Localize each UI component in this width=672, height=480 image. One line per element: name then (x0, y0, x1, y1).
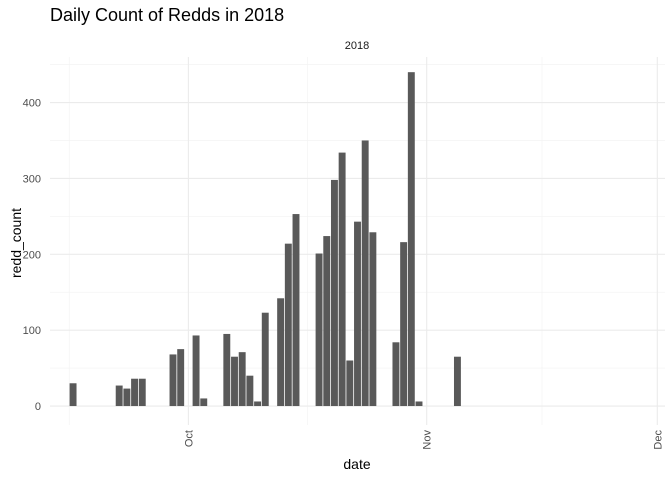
bar (407, 72, 415, 407)
facet-strip-label: 2018 (345, 40, 369, 52)
bar (392, 342, 400, 407)
bar (177, 349, 185, 407)
y-tick-label: 0 (35, 401, 41, 413)
bar (261, 312, 269, 407)
bar (131, 378, 139, 407)
bar (238, 352, 246, 407)
bar (277, 298, 285, 407)
bar (330, 179, 338, 407)
y-tick-label: 200 (23, 249, 41, 261)
bars-group (69, 72, 461, 407)
bar (338, 152, 346, 407)
y-axis-title: redd_count (8, 208, 24, 278)
bar (400, 242, 408, 407)
x-axis-title: date (343, 456, 370, 472)
bar (284, 243, 292, 407)
x-tick-label: Nov (422, 430, 434, 450)
bar (246, 375, 254, 407)
bar (223, 333, 231, 407)
bar (323, 236, 331, 407)
bar (231, 356, 238, 407)
x-axis-ticks: Oct Nov Dec (183, 430, 664, 450)
bar (69, 383, 77, 407)
bar (354, 221, 361, 407)
bar (369, 232, 377, 407)
y-tick-label: 100 (23, 325, 41, 337)
y-tick-label: 400 (23, 98, 41, 110)
bar (346, 360, 354, 407)
bar (138, 378, 146, 407)
y-tick-label: 300 (23, 173, 41, 185)
x-tick-label: Dec (652, 430, 664, 450)
bar (192, 335, 200, 407)
bar (115, 385, 123, 407)
bar (315, 253, 323, 407)
bar (123, 388, 131, 407)
bar (254, 401, 262, 407)
bar (415, 401, 423, 407)
bar (292, 214, 300, 407)
bar (361, 140, 369, 407)
x-tick-label: Oct (183, 430, 195, 447)
bar (453, 356, 461, 407)
bar (169, 354, 177, 407)
chart-title: Daily Count of Redds in 2018 (50, 5, 285, 25)
y-axis-ticks: 0 100 200 300 400 (23, 98, 41, 414)
bar (200, 398, 208, 407)
